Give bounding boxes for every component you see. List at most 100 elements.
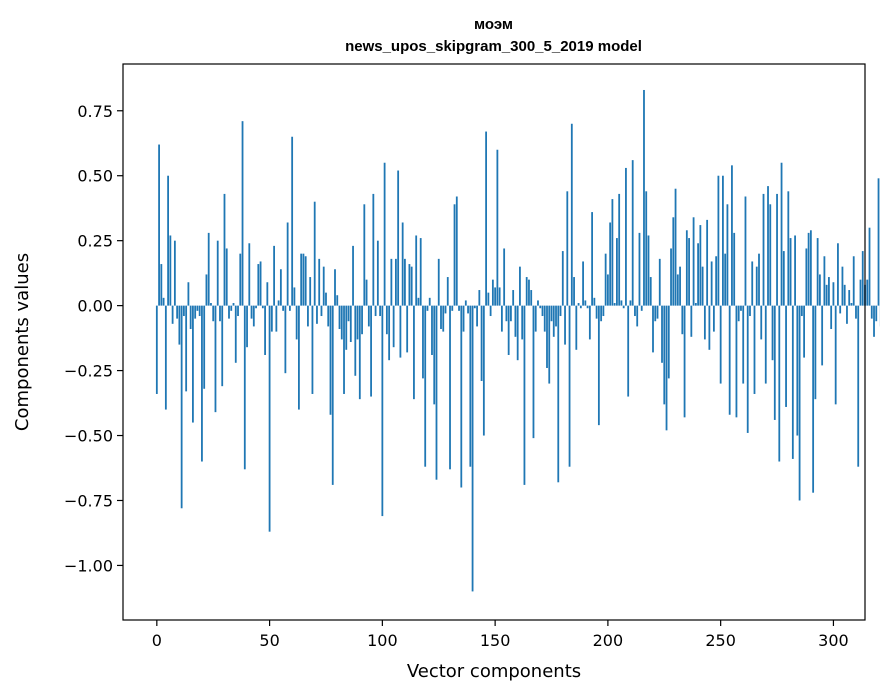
bar-113 xyxy=(410,266,413,306)
bar-52 xyxy=(273,245,275,306)
plot-frame xyxy=(122,63,866,621)
bar-285 xyxy=(798,305,801,501)
bar-194 xyxy=(593,297,596,306)
bar-224 xyxy=(661,305,663,363)
bar-64 xyxy=(300,253,303,306)
x-tick-label: 50 xyxy=(259,631,279,650)
bar-103 xyxy=(388,305,391,361)
bar-123 xyxy=(433,305,436,405)
x-tick-label: 200 xyxy=(593,631,624,650)
bars-group xyxy=(155,89,880,592)
bar-263 xyxy=(749,305,751,317)
bar-140 xyxy=(471,305,474,592)
bar-90 xyxy=(358,305,361,400)
bar-313 xyxy=(861,251,864,306)
y-tick-label: −0.25 xyxy=(64,362,113,381)
bar-244 xyxy=(706,219,709,306)
bar-11 xyxy=(180,305,183,509)
bar-300 xyxy=(832,282,835,306)
bar-161 xyxy=(519,266,521,306)
bar-51 xyxy=(270,305,273,332)
bar-319 xyxy=(875,305,878,322)
bar-187 xyxy=(577,303,580,306)
bar-31 xyxy=(225,248,228,306)
bar-154 xyxy=(503,248,506,306)
bar-250 xyxy=(719,305,722,384)
bar-238 xyxy=(692,217,695,306)
bar-271 xyxy=(767,186,769,306)
bar-130 xyxy=(449,305,451,470)
bar-188 xyxy=(579,305,582,309)
bar-167 xyxy=(532,305,535,439)
x-tick-label: 0 xyxy=(152,631,162,650)
bar-109 xyxy=(401,222,404,306)
bar-134 xyxy=(458,305,460,311)
bar-189 xyxy=(582,261,584,306)
bar-147 xyxy=(487,292,490,306)
bar-15 xyxy=(189,305,192,330)
bar-245 xyxy=(708,305,711,350)
bar-227 xyxy=(667,305,670,379)
bar-44 xyxy=(255,305,257,309)
bar-143 xyxy=(478,290,481,306)
bar-81 xyxy=(338,305,341,330)
bar-274 xyxy=(773,305,776,420)
bar-237 xyxy=(690,305,693,337)
bar-36 xyxy=(237,305,239,317)
bar-33 xyxy=(230,305,233,311)
bar-193 xyxy=(591,212,593,306)
bar-256 xyxy=(733,232,736,306)
bar-48 xyxy=(264,305,266,355)
bar-27 xyxy=(216,240,219,306)
y-tick-label: −0.50 xyxy=(64,427,113,446)
bar-6 xyxy=(169,235,172,306)
bar-318 xyxy=(873,305,875,337)
y-tick-label: 0.75 xyxy=(77,102,113,121)
bar-283 xyxy=(794,235,796,306)
bar-201 xyxy=(609,222,612,306)
bar-157 xyxy=(510,305,512,322)
y-tick-label: −0.75 xyxy=(64,491,113,510)
bar-291 xyxy=(812,305,815,493)
bar-151 xyxy=(496,149,499,306)
bar-305 xyxy=(843,284,846,306)
bar-99 xyxy=(379,305,381,317)
bar-34 xyxy=(232,303,235,306)
bar-70 xyxy=(313,201,316,306)
bar-73 xyxy=(320,305,323,317)
bar-212 xyxy=(634,305,636,317)
bar-121 xyxy=(428,297,431,306)
bar-65 xyxy=(302,253,305,306)
bar-214 xyxy=(638,232,641,306)
bar-266 xyxy=(755,266,758,306)
bar-246 xyxy=(710,261,713,306)
bar-69 xyxy=(311,305,314,394)
bar-89 xyxy=(356,305,359,340)
bar-79 xyxy=(334,269,336,306)
bar-273 xyxy=(771,305,774,361)
bar-178 xyxy=(557,305,560,483)
bar-294 xyxy=(818,274,821,306)
bar-297 xyxy=(825,284,828,306)
bar-208 xyxy=(625,167,627,306)
bar-202 xyxy=(611,199,614,306)
bar-207 xyxy=(622,305,625,309)
bar-110 xyxy=(404,258,406,306)
bar-292 xyxy=(814,305,817,400)
bar-251 xyxy=(722,175,724,306)
bar-141 xyxy=(473,305,476,309)
bar-53 xyxy=(275,305,278,332)
bar-63 xyxy=(298,305,300,410)
bar-47 xyxy=(261,305,264,309)
bar-16 xyxy=(192,305,194,423)
y-tick-label: 0.25 xyxy=(77,232,113,251)
bar-192 xyxy=(588,305,591,340)
bar-71 xyxy=(316,305,318,324)
bar-116 xyxy=(417,297,420,306)
bar-185 xyxy=(573,277,575,306)
bar-279 xyxy=(785,305,787,407)
bar-259 xyxy=(740,305,742,311)
bar-243 xyxy=(703,305,706,340)
chart-title: моэм xyxy=(474,16,513,33)
bar-144 xyxy=(480,305,483,381)
